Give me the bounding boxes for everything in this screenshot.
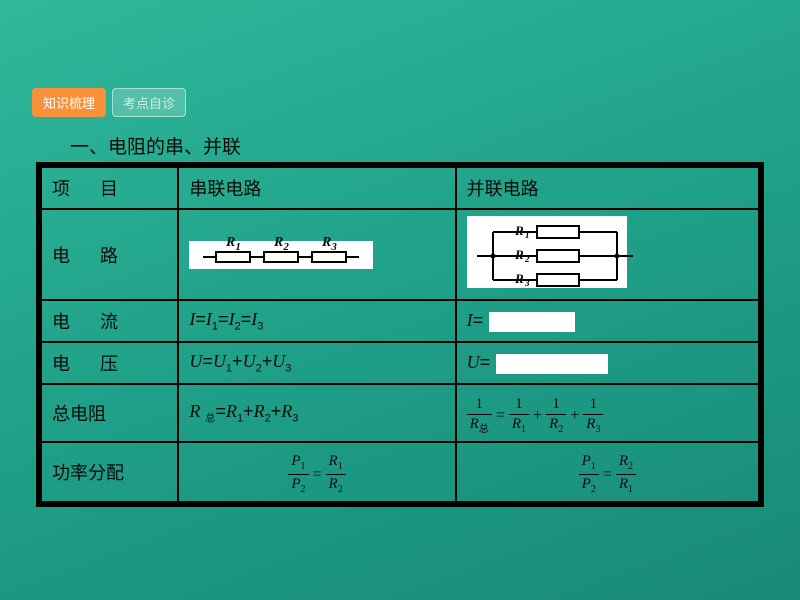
table-row-voltage: 电 压 U=U1+U2+U3 U= xyxy=(41,342,759,384)
svg-text:R: R xyxy=(514,271,524,286)
parallel-circuit-diagram: R1 R2 R3 xyxy=(467,216,627,288)
blank-voltage xyxy=(496,354,608,374)
label-current: 电 流 xyxy=(41,300,178,342)
series-circuit-diagram: R1 R2 R3 xyxy=(189,241,373,269)
series-current: I=I1=I2=I3 xyxy=(178,300,455,342)
blank-current xyxy=(489,312,575,332)
label-total-resistance: 总电阻 xyxy=(41,384,178,442)
table-row-circuit: 电 路 R1 R2 R3 xyxy=(41,209,759,300)
series-voltage: U=U1+U2+U3 xyxy=(178,342,455,384)
svg-text:3: 3 xyxy=(524,278,530,288)
svg-text:R: R xyxy=(514,223,524,238)
comparison-table: 项 目 串联电路 并联电路 电 路 R1 R2 R3 xyxy=(36,162,764,507)
table-row-current: 电 流 I=I1=I2=I3 I= xyxy=(41,300,759,342)
table-row-power: 功率分配 P1P2 = R1R2 P1P2 = R2R1 xyxy=(41,442,759,502)
parallel-power: P1P2 = R2R1 xyxy=(456,442,759,502)
svg-text:2: 2 xyxy=(524,254,530,264)
parallel-resistance: 1R总 = 1R1 + 1R2 + 1R3 xyxy=(456,384,759,442)
tab-knowledge[interactable]: 知识梳理 xyxy=(32,88,106,117)
parallel-voltage: U= xyxy=(456,342,759,384)
section-heading: 一、电阻的串、并联 xyxy=(70,132,241,159)
circuit-parallel-cell: R1 R2 R3 xyxy=(456,209,759,300)
svg-text:1: 1 xyxy=(525,230,530,240)
label-voltage: 电 压 xyxy=(41,342,178,384)
table-row-header: 项 目 串联电路 并联电路 xyxy=(41,167,759,209)
svg-text:R: R xyxy=(514,247,524,262)
tab-bar: 知识梳理 考点自诊 xyxy=(32,88,186,117)
parallel-current: I= xyxy=(456,300,759,342)
header-item: 项 目 xyxy=(41,167,178,209)
tab-selfcheck[interactable]: 考点自诊 xyxy=(112,88,186,117)
label-circuit: 电 路 xyxy=(41,209,178,300)
header-parallel: 并联电路 xyxy=(456,167,759,209)
label-power: 功率分配 xyxy=(41,442,178,502)
circuit-series-cell: R1 R2 R3 xyxy=(178,209,455,300)
series-resistance: R 总=R1+R2+R3 xyxy=(178,384,455,442)
header-series: 串联电路 xyxy=(178,167,455,209)
table-row-resistance: 总电阻 R 总=R1+R2+R3 1R总 = 1R1 + 1R2 + 1R3 xyxy=(41,384,759,442)
series-power: P1P2 = R1R2 xyxy=(178,442,455,502)
